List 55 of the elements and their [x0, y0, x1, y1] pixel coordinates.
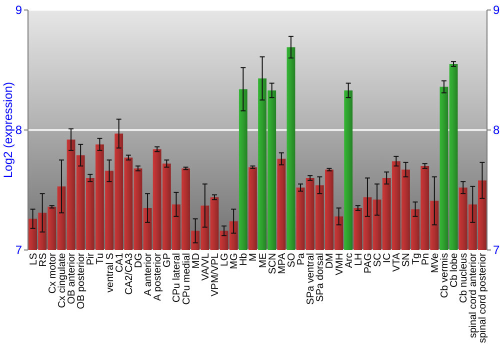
x-tick-label: SPa dorsal [315, 253, 326, 302]
x-tick-label: SO [286, 252, 298, 268]
x-tick-label: Cb nucleus [458, 253, 470, 304]
x-tick-label: Tu [95, 253, 106, 264]
x-tick-label: VPM/VPL [210, 252, 221, 296]
x-tick-label: CPu medial [181, 253, 192, 305]
y-axis-title: Log2 (expression) [1, 82, 15, 178]
x-tick-label: LG [220, 252, 231, 266]
x-tick-label: VA/VL [200, 252, 212, 281]
x-tick-label: RS [38, 252, 49, 267]
x-tick-label: A anterior [143, 252, 154, 296]
x-tick-label: Pn [420, 253, 432, 266]
x-tick-label: DM [324, 253, 336, 269]
x-tick-label: spinal cord posterior [478, 252, 489, 344]
x-tick-label: DG [133, 252, 144, 268]
y2-tick-label: 9 [493, 3, 500, 18]
y2-tick-label: 7 [493, 243, 500, 258]
x-tick-label: A posterior [152, 252, 164, 301]
y2-tick-label: 8 [493, 123, 500, 138]
x-tick-label: Cx cingulate [56, 252, 68, 308]
x-tick-label: SCN [267, 253, 278, 274]
x-tick-label: M [248, 253, 260, 262]
x-tick-label: CA1 [114, 252, 126, 272]
x-tick-label: Cb vermis [439, 253, 450, 298]
x-tick-label: IC [382, 253, 394, 263]
x-tick-label: Pir [86, 252, 97, 266]
x-tick-label: Arc [344, 253, 355, 268]
x-tick-label: Hb [238, 252, 250, 266]
x-tick-label: ventral S [104, 252, 116, 292]
y-tick-label: 9 [15, 3, 22, 18]
y-tick-label: 7 [15, 243, 22, 258]
x-tick-label: CA2/CA3 [124, 252, 135, 295]
x-tick-label: spinal cord anterior [468, 252, 480, 338]
x-tick-label: MVe [430, 252, 441, 274]
x-tick-label: MPA [276, 252, 288, 274]
x-tick-label: LS [28, 252, 40, 266]
x-tick-label: LH [353, 253, 364, 266]
x-tick-label: PAG [362, 252, 374, 274]
x-tick-label: SN [401, 253, 412, 267]
x-tick-label: Tg [410, 253, 422, 265]
x-tick-label: GP [162, 252, 174, 268]
x-tick-label: VTA [392, 252, 403, 272]
x-tick-label: Pa [296, 252, 308, 266]
x-tick-label: CPu lateral [172, 253, 183, 302]
x-tick-label: ME [258, 252, 269, 268]
x-tick-label: SPa ventral [306, 253, 317, 305]
x-tick-label: OB posterior [76, 252, 88, 310]
x-tick-label: SC [372, 253, 384, 267]
x-tick-label: Cx motor [47, 252, 58, 294]
y-tick-label: 8 [15, 123, 22, 138]
x-tick-label: OB anterior [66, 252, 78, 304]
x-tick-label: VMH [334, 253, 346, 276]
x-tick-label: MD [190, 253, 202, 269]
x-tick-label: Cb lobe [449, 252, 460, 288]
x-tick-label: MG [229, 252, 240, 270]
